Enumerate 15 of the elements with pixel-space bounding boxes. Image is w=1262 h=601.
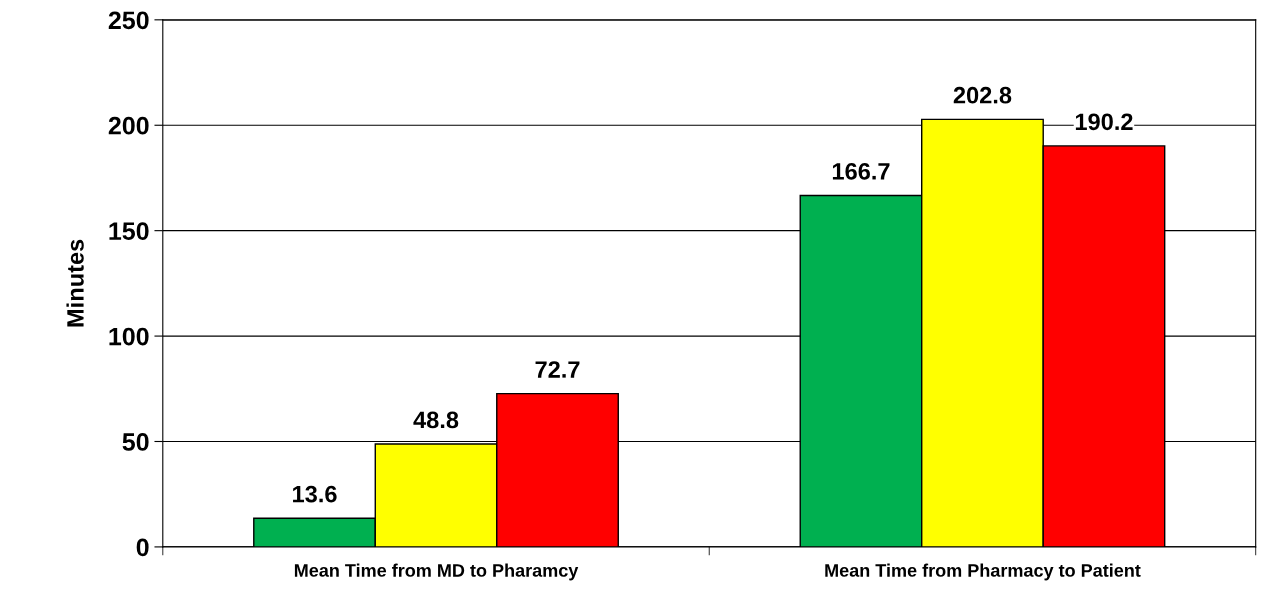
y-tick-label: 0 [136,538,149,557]
data-label: 13.6 [293,485,337,503]
data-label: 72.7 [535,361,580,378]
data-label: 166.7 [832,162,890,180]
x-tick-label: Mean Time from Pharmacy to Patient [825,563,1141,581]
x-tick-label: Mean Time from MD to Pharamcy [294,563,579,581]
y-axis-title: Minutes [66,239,84,327]
y-tick-label: 200 [108,116,149,135]
y-tick-label: 100 [109,327,149,346]
data-label: 48.8 [413,411,459,429]
data-label: 190.2 [1075,113,1133,131]
y-tick-label: 50 [122,433,149,451]
data-label: 202.8 [953,86,1012,104]
y-tick-label: 250 [108,11,149,30]
y-tick-label: 150 [109,222,149,240]
